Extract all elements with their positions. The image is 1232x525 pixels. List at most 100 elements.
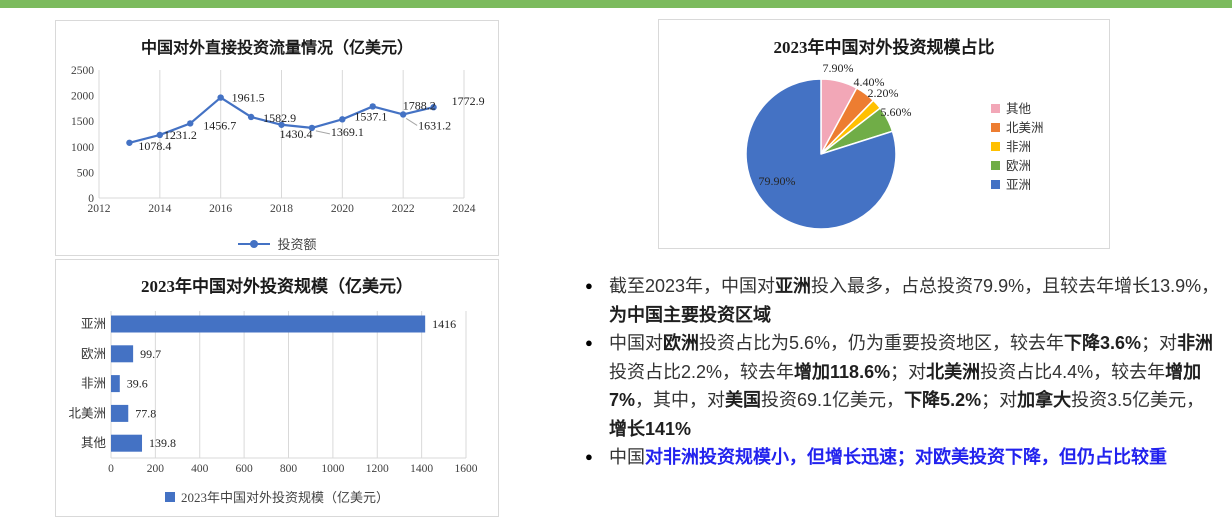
x-tick-label: 2024 [453, 203, 476, 215]
x-tick-label: 2012 [88, 203, 111, 215]
note-text: 中国对欧洲投资占比为5.6%，仍为重要投资地区，较去年下降3.6%；对非洲投资占… [609, 329, 1221, 443]
x-tick-label: 2018 [270, 203, 293, 215]
pie-chart-card: 2023年中国对外投资规模占比 7.90% 4.40% 2.20% 5.60% 79.9… [658, 19, 1110, 249]
note-text-segment: 中国对 [609, 333, 663, 353]
bullet-icon: ● [585, 335, 593, 350]
note-text-segment: 为中国主要投资区域 [609, 304, 771, 325]
data-label: 1456.7 [203, 118, 236, 132]
bar-value-label: 1416 [432, 317, 456, 331]
data-label: 1631.2 [418, 118, 451, 132]
line-series-legend-icon [238, 239, 271, 248]
note-bullet-item: ● 中国对欧洲投资占比为5.6%，仍为重要投资地区，较去年下降3.6%；对非洲投资… [585, 329, 1232, 443]
note-bullet-item: ● 中国对非洲投资规模小，但增长迅速；对欧美投资下降，但仍占比较重 [585, 443, 1232, 472]
note-text-segment: 增加7% [609, 361, 1202, 411]
note-text-segment: 亚洲 [775, 276, 812, 296]
note-text-segment: 增加118.6% [794, 361, 891, 382]
bar-chart-plot: 亚洲 1416 欧洲 99.7 非洲 39.6 北美洲 77.8 其他 139.8 0 200 400 6… [68, 311, 478, 475]
data-point [187, 120, 194, 127]
data-point [278, 121, 285, 128]
note-bullet-item: ● 截至2023年，中国对亚洲投入最多，占总投资79.9%，且较去年增长13.9%… [585, 272, 1232, 329]
y-tick-label: 500 [77, 167, 95, 179]
pie-legend-swatch [991, 180, 1000, 189]
x-tick-label: 2016 [209, 203, 232, 215]
note-text-segment: 加拿大 [1017, 390, 1072, 410]
bar [111, 404, 129, 422]
bar-chart-legend: 2023年中国对外投资规模（亿美元） [56, 487, 498, 506]
bar-chart-title: 2023年中国对外投资规模（亿美元） [141, 277, 413, 296]
data-label: 1537.1 [354, 109, 387, 123]
bar-value-label: 77.8 [135, 406, 156, 420]
data-point [247, 113, 255, 121]
note-text-segment: 投资69.1亿美元， [761, 390, 905, 410]
y-tick-label: 2000 [71, 91, 94, 103]
bar-chart-gridlines [110, 311, 467, 459]
pie-legend-label: 亚洲 [1006, 178, 1031, 192]
bar-series-legend-icon [164, 491, 175, 502]
note-text-segment: 对非洲投资规模小，但增长迅速；对欧美投资下降，但仍占比较重 [645, 447, 1167, 467]
data-point [126, 139, 133, 146]
data-point [308, 124, 316, 132]
note-text-segment: 下降3.6% [1064, 333, 1142, 353]
data-label: 1078.4 [138, 139, 171, 153]
pie-legend-label: 北美洲 [1006, 121, 1044, 135]
bar-value-label: 139.8 [149, 436, 176, 450]
data-label: 1961.5 [232, 91, 265, 105]
pie-percent-label: 79.90% [759, 174, 796, 188]
note-text-segment: ，其中，对 [635, 390, 726, 410]
data-point [339, 116, 346, 123]
note-text-segment: 增长141% [609, 418, 692, 439]
line-chart-legend: 投资额 [56, 234, 498, 253]
y-tick-label: 1500 [71, 116, 94, 128]
category-label: 非洲 [81, 377, 106, 391]
bar [111, 345, 134, 363]
bar-value-label: 39.6 [127, 377, 148, 391]
bar-chart-card: 2023年中国对外投资规模（亿美元） 亚洲 1416 欧洲 99.7 非洲 39.6 北美洲… [55, 259, 499, 517]
note-text: 中国对非洲投资规模小，但增长迅速；对欧美投资下降，但仍占比较重 [609, 443, 1221, 472]
bar [111, 315, 426, 333]
bar [111, 375, 120, 393]
line-chart-card: 中国对外直接投资流量情况（亿美元） 0 500 1000 1500 2000 2500 20… [55, 20, 499, 256]
pie-legend-label: 其他 [1006, 102, 1032, 116]
top-accent-bar [0, 0, 1232, 8]
label-leader-line [315, 130, 331, 135]
data-label: 1772.9 [452, 94, 485, 108]
pie-chart-title: 2023年中国对外投资规模占比 [773, 38, 995, 57]
note-text-segment: ；对 [1141, 333, 1178, 353]
pie-legend-swatch [991, 161, 1000, 170]
note-text-segment: 北美洲 [926, 361, 981, 382]
data-label: 1430.4 [280, 127, 313, 141]
note-text-segment: 欧洲 [663, 333, 699, 353]
note-text-segment: 美国 [725, 390, 762, 410]
label-leader-line [405, 118, 418, 126]
data-point [369, 103, 376, 110]
line-legend-label: 投资额 [277, 237, 317, 252]
category-label: 北美洲 [68, 406, 106, 420]
x-tick-label: 1200 [366, 463, 389, 475]
note-text-segment: ；对 [981, 390, 1018, 410]
note-text-segment: ；对 [890, 361, 927, 382]
pie-percent-label: 5.60% [881, 105, 912, 119]
note-text-segment: 截至2023年，中国对 [609, 276, 776, 296]
bullet-icon: ● [585, 449, 593, 464]
pie-legend-swatch [991, 142, 1000, 151]
y-tick-label: 2500 [71, 65, 94, 77]
bullet-icon: ● [585, 278, 593, 293]
x-tick-label: 200 [147, 463, 165, 475]
pie-percent-label: 2.20% [868, 86, 899, 100]
x-tick-label: 600 [236, 463, 254, 475]
note-text-segment: 投资3.5亿美元， [1071, 390, 1205, 410]
x-tick-label: 1400 [410, 463, 433, 475]
bar-legend-label: 2023年中国对外投资规模（亿美元） [180, 490, 389, 505]
data-label: 1788.2 [403, 98, 436, 112]
category-label: 其他 [81, 436, 107, 450]
bar-value-label: 99.7 [140, 347, 161, 361]
data-point [217, 94, 224, 101]
data-point [156, 131, 164, 139]
x-tick-label: 1600 [455, 463, 478, 475]
line-chart-gridlines [98, 70, 465, 199]
pie-percent-label: 4.40% [854, 75, 885, 89]
note-text-segment: 投资占比为5.6%，仍为重要投资地区，较去年 [699, 333, 1065, 353]
data-label: 1369.1 [331, 125, 364, 139]
x-tick-label: 800 [280, 463, 298, 475]
